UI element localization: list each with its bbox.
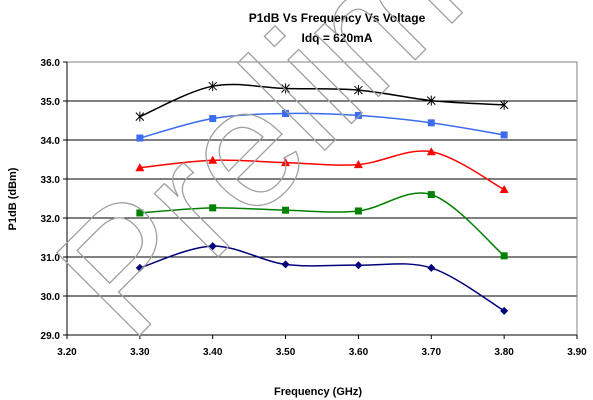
data-point-diamond — [281, 260, 290, 269]
x-tick-label: 3.30 — [130, 347, 150, 358]
y-tick-label: 31.0 — [41, 253, 61, 264]
data-point-square — [282, 206, 290, 214]
series-5 — [135, 242, 509, 315]
data-point-star — [354, 85, 363, 96]
x-tick-label: 3.70 — [422, 347, 442, 358]
x-tick-label: 3.90 — [567, 347, 587, 358]
data-point-triangle — [426, 147, 436, 156]
data-point-diamond — [427, 263, 436, 272]
data-point-diamond — [135, 263, 144, 272]
data-point-triangle — [499, 185, 509, 194]
series-line — [139, 245, 505, 312]
data-point-star — [135, 111, 145, 122]
series-line — [139, 150, 505, 191]
y-tick-label: 33.0 — [41, 175, 61, 186]
x-tick-label: 3.80 — [494, 347, 514, 358]
data-point-square — [427, 119, 435, 127]
y-tick-label: 36.0 — [41, 58, 61, 69]
data-point-diamond — [500, 306, 509, 315]
series-1 — [135, 81, 509, 122]
data-point-star — [426, 95, 436, 106]
y-tick-label: 30.0 — [41, 292, 61, 303]
data-point-star — [499, 99, 509, 110]
x-tick-label: 3.50 — [276, 347, 296, 358]
series-line — [139, 112, 505, 139]
data-point-square — [282, 109, 290, 117]
watermark-text: Prelim — [22, 0, 497, 371]
series-3 — [135, 147, 509, 194]
y-tick-label: 34.0 — [41, 136, 61, 147]
data-point-triangle — [281, 158, 291, 167]
series-2 — [136, 109, 508, 142]
data-point-square — [427, 191, 435, 199]
data-point-square — [500, 252, 508, 260]
data-point-triangle — [135, 163, 145, 172]
x-tick-label: 3.20 — [57, 347, 77, 358]
data-point-diamond — [354, 261, 363, 270]
series-line — [139, 83, 505, 118]
x-tick-label: 3.60 — [349, 347, 369, 358]
watermark-prelim: Prelim — [21, 0, 497, 372]
data-point-triangle — [353, 160, 363, 169]
data-point-square — [209, 115, 217, 123]
x-tick-label: 3.40 — [203, 347, 223, 358]
axes — [63, 61, 578, 339]
data-point-triangle — [208, 155, 218, 164]
data-point-square — [136, 209, 144, 217]
data-point-square — [136, 134, 144, 142]
chart-title: P1dB Vs Frequency Vs Voltage — [249, 11, 426, 25]
y-tick-label: 29.0 — [41, 331, 61, 342]
data-point-square — [354, 207, 362, 215]
chart-subtitle: Idq = 620mA — [301, 31, 372, 45]
data-point-square — [500, 131, 508, 139]
data-point-square — [354, 111, 362, 119]
data-point-star — [281, 83, 290, 94]
y-tick-labels: 29.0 30.0 31.0 32.0 33.0 34.0 35.0 36.0 — [41, 58, 61, 342]
data-point-diamond — [208, 242, 217, 251]
plot-series — [135, 81, 509, 315]
x-tick-labels: 3.20 3.30 3.40 3.50 3.60 3.70 3.80 3.90 — [57, 347, 587, 358]
series-4 — [136, 191, 508, 260]
y-tick-label: 35.0 — [41, 97, 61, 108]
series-line — [139, 192, 505, 257]
x-axis-title: Frequency (GHz) — [274, 386, 362, 398]
data-point-square — [209, 204, 217, 212]
data-point-star — [208, 81, 218, 92]
y-tick-label: 32.0 — [41, 214, 61, 225]
y-axis-title: P1dB (dBm) — [7, 167, 19, 230]
